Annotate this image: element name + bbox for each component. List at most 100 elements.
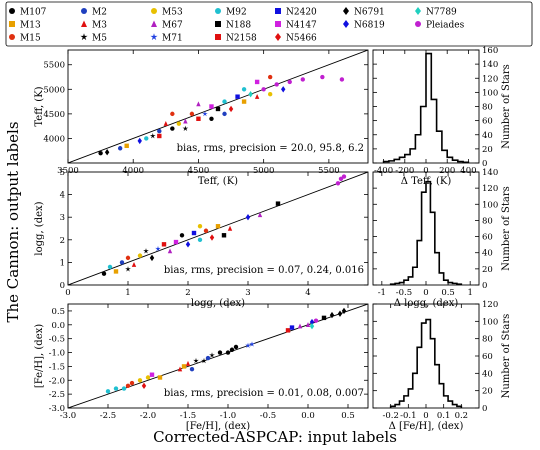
data-point <box>339 77 345 82</box>
y-tick-label: 100 <box>482 317 498 327</box>
x-tick-label: -0.2 <box>382 411 398 421</box>
data-point <box>341 307 347 315</box>
legend-label: Pleiades <box>426 21 465 31</box>
y-tick-label: 2 <box>60 236 65 246</box>
y-tick-label: -1.5 <box>49 362 65 372</box>
chart-panel: -0.2 -0.1 0 0.1 0.2 0 20 40 60 80 100 120 Δ [Fe/H], … <box>372 300 512 432</box>
data-point <box>329 311 335 319</box>
y-tick-label: 80 <box>482 216 493 226</box>
data-point <box>149 372 155 377</box>
histogram-bars <box>389 180 463 285</box>
legend-marker <box>150 33 158 41</box>
x-tick-label: 0.2 <box>455 411 469 421</box>
data-point <box>107 264 113 270</box>
y-tick-label: 0 <box>60 281 65 291</box>
x-tick-label: -1 <box>378 288 386 298</box>
plot-area <box>389 180 463 285</box>
data-point <box>225 350 231 355</box>
data-point <box>191 230 197 236</box>
x-tick-label: 4 <box>305 288 310 298</box>
chart-panel: bias, rms, precision = 0.01, 0.08, 0.007… <box>34 303 369 432</box>
x-tick-label: 0 <box>423 411 428 421</box>
data-point <box>161 242 167 247</box>
data-point <box>222 111 227 117</box>
data-point <box>300 77 305 82</box>
x-tick-label: -400 <box>374 166 393 176</box>
y-tick-label: 60 <box>482 352 493 362</box>
data-point <box>170 126 175 131</box>
y-tick-label: 4500 <box>43 110 65 120</box>
data-point <box>229 347 235 352</box>
y-tick-label: -1.0 <box>49 349 65 359</box>
data-point <box>124 143 129 149</box>
one-to-one-line <box>68 50 368 163</box>
data-point <box>197 237 203 242</box>
data-point <box>185 241 191 248</box>
legend-label: N188 <box>226 21 251 31</box>
y-tick-label: 20 <box>482 265 493 275</box>
data-point <box>125 383 131 389</box>
y-tick-label: 100 <box>482 200 498 210</box>
data-point <box>137 253 143 258</box>
data-point <box>267 74 273 80</box>
data-point <box>261 87 266 92</box>
data-point <box>163 120 169 126</box>
data-point <box>201 357 207 364</box>
data-point <box>313 318 319 323</box>
data-point <box>144 136 149 141</box>
data-point <box>309 318 315 326</box>
data-point <box>235 94 240 99</box>
legend-label: M15 <box>20 34 41 44</box>
x-tick-label: 0 <box>423 288 428 298</box>
legend-label: N7789 <box>426 8 457 18</box>
x-tick-label: 4000 <box>122 166 144 176</box>
y-tick-label: -0.5 <box>49 335 65 345</box>
histogram-bars <box>382 52 470 163</box>
x-tick-label: -0.5 <box>396 288 412 298</box>
legend-label: M67 <box>162 21 183 31</box>
legend-label: N4147 <box>286 21 317 31</box>
data-point <box>141 382 147 390</box>
y-tick-label: 120 <box>482 184 498 194</box>
data-point <box>341 174 347 179</box>
y-tick-label: 0 <box>482 281 487 291</box>
x-tick-label: -1.5 <box>180 411 196 421</box>
data-point <box>228 105 234 113</box>
plot-area <box>68 304 368 408</box>
data-point <box>309 322 315 330</box>
y-tick-label: -2.5 <box>49 390 65 400</box>
legend-marker <box>9 21 15 27</box>
y-tick-label: 20 <box>482 387 493 397</box>
panel-annotation: bias, rms, precision = 0.07, 0.24, 0.016 <box>164 265 364 276</box>
y-tick-label: 140 <box>482 168 498 178</box>
data-point <box>305 322 311 327</box>
data-point <box>125 266 131 272</box>
y-tick-label: 5000 <box>43 85 65 95</box>
y-axis-label: Number of Stars <box>501 186 512 271</box>
data-point <box>155 245 161 252</box>
data-point <box>249 341 255 347</box>
y-tick-label: 4000 <box>43 134 65 144</box>
x-tick-label: -2.0 <box>140 411 156 421</box>
data-point <box>196 101 201 107</box>
legend-label: N2420 <box>286 8 317 18</box>
x-tick-label: 3 <box>245 288 250 298</box>
panels: bias, rms, precision = 20.0, 95.8, 6.235… <box>34 46 512 432</box>
data-point <box>227 225 233 231</box>
data-point <box>113 269 119 274</box>
data-point <box>119 260 125 265</box>
data-point <box>289 325 295 330</box>
data-point <box>297 323 303 329</box>
legend-marker <box>9 8 15 14</box>
data-point <box>287 79 292 85</box>
data-point <box>170 111 175 117</box>
data-point <box>209 352 215 358</box>
data-point <box>182 125 189 132</box>
y-tick-label: 0.0 <box>51 321 65 331</box>
data-point <box>209 234 215 241</box>
data-point <box>105 389 111 394</box>
data-point <box>338 176 344 181</box>
data-point <box>233 344 239 350</box>
